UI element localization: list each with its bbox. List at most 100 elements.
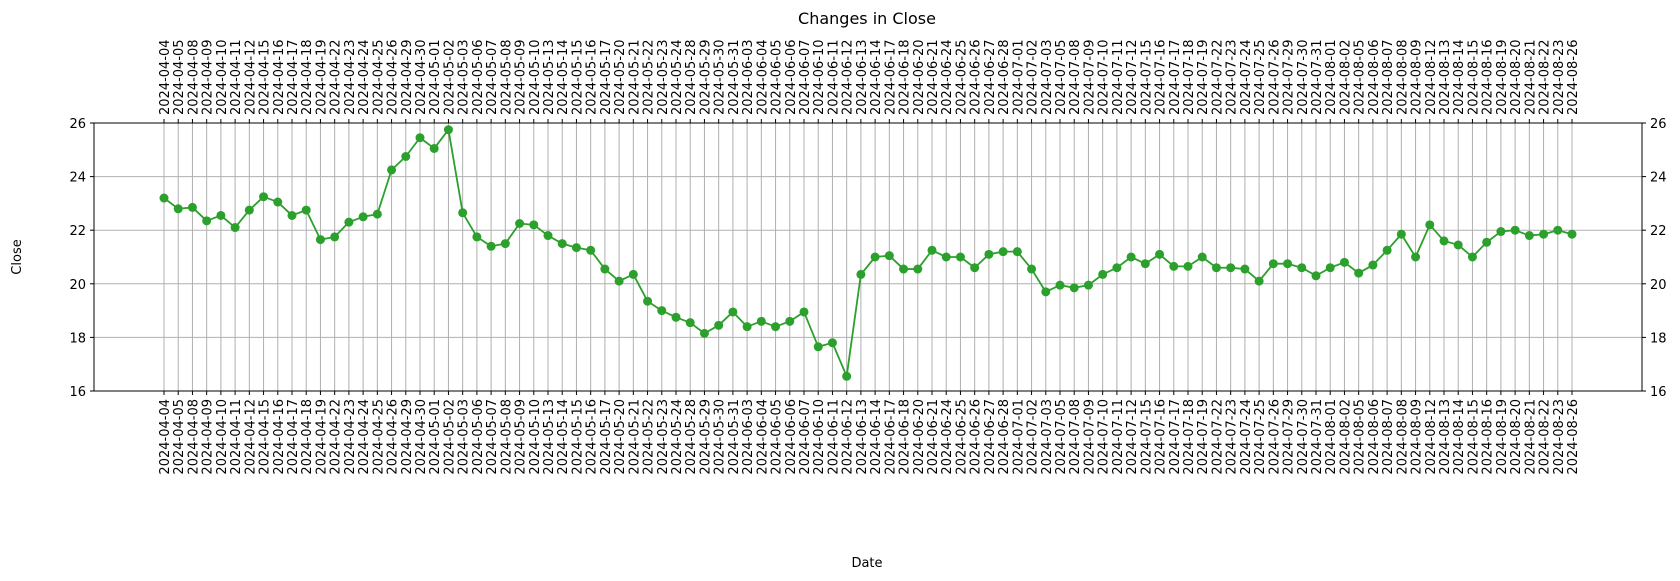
data-point — [244, 205, 254, 215]
gridlines — [94, 122, 1642, 392]
data-point — [1539, 229, 1549, 239]
x-tick-label: 2024-05-20 — [613, 399, 628, 475]
x-tick-label-top: 2024-07-18 — [1182, 39, 1197, 115]
data-point — [813, 342, 823, 352]
x-tick-label: 2024-04-05 — [172, 399, 187, 475]
data-point — [1027, 264, 1037, 274]
x-tick-label: 2024-05-08 — [499, 399, 514, 475]
data-point — [1211, 263, 1221, 273]
x-tick-label: 2024-08-21 — [1523, 399, 1538, 475]
x-tick-label: 2024-07-30 — [1296, 399, 1311, 475]
x-tick-label: 2024-07-17 — [1168, 399, 1183, 475]
data-point — [202, 216, 212, 226]
x-tick-label-top: 2024-06-21 — [926, 39, 941, 115]
x-tick-label-top: 2024-07-02 — [1026, 39, 1041, 115]
x-tick-label-top: 2024-08-23 — [1552, 39, 1567, 115]
data-point — [486, 241, 496, 251]
x-tick-label: 2024-04-30 — [414, 399, 429, 475]
x-tick-label: 2024-05-02 — [442, 399, 457, 475]
data-point — [728, 307, 738, 317]
data-point — [1382, 245, 1392, 255]
x-tick-label: 2024-06-20 — [912, 399, 927, 475]
data-point — [515, 219, 525, 228]
x-tick-label-top: 2024-04-05 — [172, 39, 187, 115]
close-series-line — [163, 128, 1573, 378]
data-point — [1553, 225, 1563, 235]
x-tick-label-top: 2024-07-03 — [1040, 39, 1055, 115]
data-point — [344, 217, 354, 227]
y-tick-label-right: 20 — [1650, 278, 1667, 293]
x-tick-label: 2024-04-10 — [215, 399, 230, 475]
data-point — [1140, 259, 1150, 269]
data-point — [899, 264, 909, 274]
data-point — [216, 210, 226, 220]
x-tick-label-top: 2024-06-14 — [869, 39, 884, 115]
x-tick-label-top: 2024-05-07 — [485, 39, 500, 115]
x-tick-label: 2024-05-01 — [428, 399, 443, 475]
data-point — [571, 243, 581, 253]
data-point — [657, 306, 667, 316]
x-tick-label: 2024-07-19 — [1196, 399, 1211, 475]
x-tick-label: 2024-05-17 — [599, 399, 614, 475]
data-point — [1197, 252, 1207, 262]
y-tick-label: 24 — [69, 171, 86, 186]
data-point — [1467, 252, 1477, 262]
data-point — [187, 202, 197, 212]
x-tick-label-top: 2024-04-26 — [386, 39, 401, 115]
data-point — [1297, 263, 1307, 273]
data-point — [842, 371, 852, 381]
data-point — [1012, 247, 1022, 257]
x-tick-label: 2024-04-16 — [272, 399, 287, 475]
data-point — [543, 231, 553, 241]
x-tick-label: 2024-08-02 — [1338, 399, 1353, 475]
x-tick-label-top: 2024-08-15 — [1466, 39, 1481, 115]
y-axis-ticks: 16 16 18 18 20 20 22 22 24 24 26 26 — [69, 117, 1666, 400]
x-tick-label-top: 2024-07-22 — [1210, 39, 1225, 115]
data-point — [1496, 227, 1506, 237]
x-tick-label-top: 2024-04-30 — [414, 39, 429, 115]
data-point — [586, 245, 596, 255]
x-tick-label: 2024-05-22 — [642, 399, 657, 475]
x-tick-label: 2024-05-30 — [713, 399, 728, 475]
data-point — [429, 143, 439, 153]
x-tick-label: 2024-05-16 — [585, 399, 600, 475]
x-tick-label-top: 2024-08-20 — [1509, 39, 1524, 115]
data-point — [259, 192, 269, 202]
x-tick-label-top: 2024-08-07 — [1381, 39, 1396, 115]
x-tick-label-top: 2024-07-01 — [1011, 39, 1026, 115]
data-point — [884, 251, 894, 261]
x-tick-label: 2024-07-11 — [1111, 399, 1126, 475]
x-tick-label-top: 2024-05-24 — [670, 39, 685, 115]
x-tick-label: 2024-04-19 — [314, 399, 329, 475]
x-tick-label: 2024-07-03 — [1040, 399, 1055, 475]
x-tick-label-top: 2024-05-16 — [585, 39, 600, 115]
data-point — [1354, 268, 1364, 278]
x-tick-label: 2024-08-19 — [1495, 399, 1510, 475]
x-tick-label: 2024-08-05 — [1353, 399, 1368, 475]
x-tick-label: 2024-06-12 — [841, 399, 856, 475]
x-tick-label-top: 2024-08-12 — [1424, 39, 1439, 115]
x-tick-label-top: 2024-05-22 — [642, 39, 657, 115]
x-tick-label: 2024-04-18 — [300, 399, 315, 475]
x-tick-label: 2024-08-22 — [1538, 399, 1553, 475]
x-tick-label: 2024-04-09 — [201, 399, 216, 475]
data-point — [1482, 237, 1492, 247]
data-point — [699, 328, 709, 338]
data-point — [1425, 220, 1435, 230]
x-tick-label: 2024-05-09 — [514, 399, 529, 475]
x-tick-label: 2024-05-15 — [570, 399, 585, 475]
x-tick-label: 2024-08-12 — [1424, 399, 1439, 475]
x-tick-label: 2024-08-13 — [1438, 399, 1453, 475]
y-tick-label: 20 — [69, 278, 86, 293]
data-point — [1083, 280, 1093, 290]
data-point — [1396, 229, 1406, 239]
x-tick-label: 2024-07-31 — [1310, 399, 1325, 475]
x-tick-label: 2024-08-06 — [1367, 399, 1382, 475]
x-tick-label: 2024-05-13 — [542, 399, 557, 475]
x-tick-label-top: 2024-06-28 — [997, 39, 1012, 115]
x-tick-label-top: 2024-06-11 — [826, 39, 841, 115]
x-tick-label: 2024-06-24 — [940, 399, 955, 475]
x-tick-label-top: 2024-05-01 — [428, 39, 443, 115]
x-tick-label-top: 2024-07-11 — [1111, 39, 1126, 115]
data-point — [1453, 240, 1463, 250]
